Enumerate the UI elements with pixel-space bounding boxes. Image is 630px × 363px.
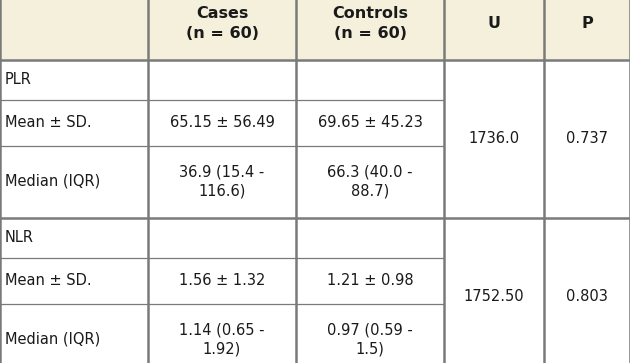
Text: 0.803: 0.803 (566, 289, 608, 304)
Bar (544, 60, 630, 99)
Text: P: P (581, 16, 593, 31)
Bar (148, 146, 296, 217)
Bar (444, 60, 544, 99)
Text: 36.9 (15.4 -
116.6): 36.9 (15.4 - 116.6) (180, 164, 265, 199)
Bar (0, 217, 148, 257)
Bar (0, 0, 148, 60)
Bar (148, 60, 296, 99)
Bar (544, 99, 630, 146)
Text: 1.56 ± 1.32: 1.56 ± 1.32 (179, 273, 265, 288)
Bar (296, 99, 444, 146)
Bar (544, 217, 630, 257)
Bar (0, 257, 148, 303)
Text: 0.737: 0.737 (566, 131, 608, 146)
Text: 65.15 ± 56.49: 65.15 ± 56.49 (169, 115, 275, 130)
Bar (148, 99, 296, 146)
Bar (544, 0, 630, 60)
Bar (444, 0, 544, 60)
Bar (148, 257, 296, 303)
Bar (148, 303, 296, 363)
Text: Controls
(n = 60): Controls (n = 60) (332, 6, 408, 41)
Bar (0, 60, 148, 99)
Text: Mean ± SD.: Mean ± SD. (5, 273, 91, 288)
Text: Median (IQR): Median (IQR) (5, 174, 100, 189)
Bar (544, 257, 630, 303)
Bar (296, 146, 444, 217)
Bar (296, 60, 444, 99)
Bar (296, 0, 444, 60)
Text: 69.65 ± 45.23: 69.65 ± 45.23 (318, 115, 423, 130)
Bar (444, 303, 544, 363)
Text: 1752.50: 1752.50 (464, 289, 524, 304)
Bar (444, 99, 544, 146)
Text: NLR: NLR (5, 230, 34, 245)
Text: 1736.0: 1736.0 (469, 131, 520, 146)
Text: 0.97 (0.59 -
1.5): 0.97 (0.59 - 1.5) (327, 322, 413, 357)
Text: U: U (488, 16, 500, 31)
Text: PLR: PLR (5, 72, 32, 87)
Bar (444, 257, 544, 303)
Text: Mean ± SD.: Mean ± SD. (5, 115, 91, 130)
Bar (0, 146, 148, 217)
Text: 1.21 ± 0.98: 1.21 ± 0.98 (327, 273, 413, 288)
Text: Cases
(n = 60): Cases (n = 60) (185, 6, 258, 41)
Bar (444, 146, 544, 217)
Text: 1.14 (0.65 -
1.92): 1.14 (0.65 - 1.92) (180, 322, 265, 357)
Bar (296, 217, 444, 257)
Bar (0, 99, 148, 146)
Bar (296, 303, 444, 363)
Text: 66.3 (40.0 -
88.7): 66.3 (40.0 - 88.7) (327, 164, 413, 199)
Bar (148, 0, 296, 60)
Bar (444, 217, 544, 257)
Bar (0, 303, 148, 363)
Bar (296, 257, 444, 303)
Text: Median (IQR): Median (IQR) (5, 332, 100, 347)
Bar (544, 146, 630, 217)
Bar (148, 217, 296, 257)
Bar (544, 303, 630, 363)
